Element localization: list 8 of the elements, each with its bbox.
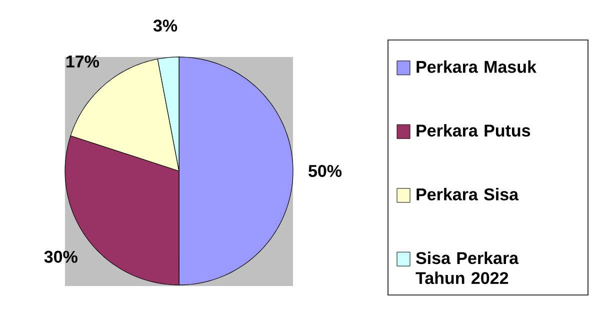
- legend-label: Perkara Sisa: [416, 188, 519, 200]
- data-label: 50%: [308, 164, 342, 178]
- data-label: 3%: [153, 20, 178, 32]
- data-label: 17%: [66, 55, 100, 68]
- data-label: 30%: [44, 250, 78, 263]
- legend-label: Perkara Masuk: [416, 60, 536, 73]
- legend-label: Perkara Putus: [416, 124, 530, 137]
- legend-label: Sisa Perkara Tahun 2022: [416, 252, 519, 284]
